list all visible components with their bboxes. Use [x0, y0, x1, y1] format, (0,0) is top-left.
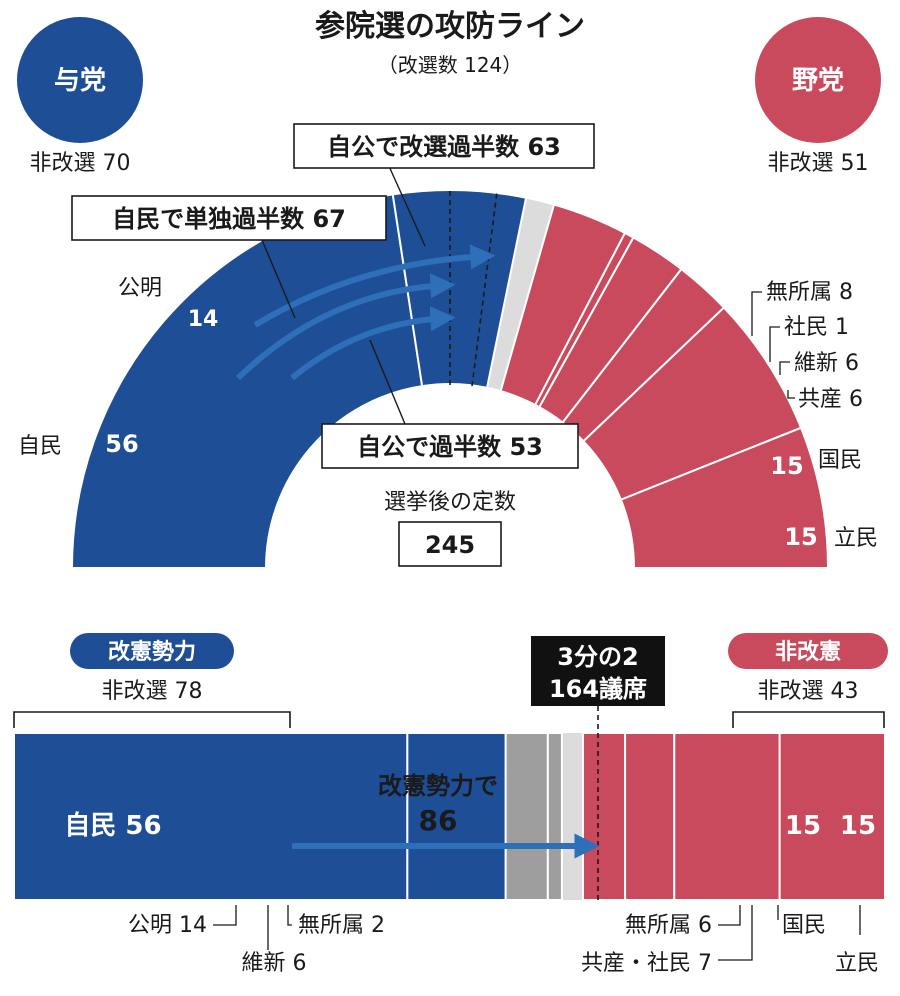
- arc-label-shamin: 社民 1: [784, 315, 849, 340]
- center-value-box: [398, 521, 502, 567]
- threshold-line1: 3分の2: [557, 643, 638, 671]
- bar-label-kyosan-shamin: 共産・社民 7: [581, 951, 712, 976]
- ruling-nonup-label: 非改選 70: [30, 151, 131, 176]
- bar-value-kokumin: 15: [785, 811, 821, 841]
- bar-label-kokumin: 国民: [782, 913, 826, 938]
- arc-leader-lines: [751, 291, 795, 399]
- bar-segment-kokumin: [673, 732, 781, 901]
- seat-arc: [70, 189, 830, 569]
- bar-segment-jimin: [13, 732, 409, 901]
- hikaiken-badge-label: 非改憲: [775, 639, 841, 665]
- bar-value-rikken: 15: [840, 811, 876, 841]
- threshold-box: [531, 636, 665, 706]
- callout-67: 自民で単独過半数 67: [71, 195, 387, 319]
- bar-segment-kyosan-shamin: [624, 732, 676, 901]
- hikaiken-badge: [728, 633, 888, 669]
- opposition-nonup-label: 非改選 51: [768, 151, 869, 176]
- callout-63: 自公で改選過半数 63: [293, 123, 595, 247]
- target-value: 86: [419, 804, 458, 837]
- bar-label-komei: 公明 14: [128, 913, 207, 938]
- ruling-badge-label: 与党: [54, 66, 106, 96]
- arrow-53: [290, 306, 456, 381]
- arc-value-jimin: 56: [105, 430, 138, 458]
- center-label: 選挙後の定数: [384, 490, 516, 515]
- seat-bar: [13, 732, 886, 901]
- arc-label-rikken: 立民: [834, 526, 878, 551]
- callout-63-label: 自公で改選過半数 63: [327, 133, 561, 161]
- arc-label-kyosan: 共産 6: [798, 387, 863, 412]
- bar-segment-mushozoku-right: [581, 732, 627, 901]
- callout-53: 自公で過半数 53: [321, 339, 579, 469]
- arc-label-jimin: 自民: [18, 434, 62, 459]
- bar-segment-komei: [406, 732, 507, 901]
- kaiken-badge-label: 改憲勢力: [108, 639, 196, 665]
- bar-segment-rikken: [778, 732, 886, 901]
- arc-segment-komei: [391, 189, 528, 389]
- arc-value-komei: 14: [188, 307, 219, 332]
- callout-67-label: 自民で単独過半数 67: [112, 205, 346, 233]
- threshold-63-line: [471, 191, 498, 387]
- hikaiken-nonup-label: 非改選 43: [758, 679, 859, 704]
- opposition-badge-circle: [755, 17, 881, 143]
- bar-label-jimin: 自民 56: [64, 810, 161, 841]
- arc-segment-rikken: [619, 426, 830, 569]
- hikaiken-bracket: [732, 711, 885, 728]
- kaiken-bracket: [13, 711, 291, 728]
- opposition-badge-label: 野党: [792, 66, 844, 96]
- bar-leader-lines: [213, 905, 861, 961]
- bar-label-mushozoku-right: 無所属 6: [625, 913, 712, 938]
- arc-value-kokumin: 15: [770, 452, 803, 480]
- threshold-line2: 164議席: [549, 675, 647, 703]
- chart-title: 参院選の攻防ライン: [315, 9, 585, 44]
- arc-label-kokumin: 国民: [818, 448, 862, 473]
- arrow-67: [235, 273, 456, 381]
- arc-value-rikken: 15: [784, 523, 817, 551]
- bar-segment-mushozoku: [546, 732, 563, 901]
- bar-label-mushozoku-left: 無所属 2: [298, 913, 385, 938]
- center-value: 245: [425, 531, 475, 559]
- arc-label-mushozoku: 無所属 8: [766, 280, 853, 305]
- arc-label-komei: 公明: [118, 276, 162, 301]
- bar-label-ishin: 維新 6: [242, 951, 307, 976]
- arc-segment-jimin: [70, 193, 424, 569]
- target-label: 改憲勢力で: [378, 772, 498, 800]
- arc-label-ishin: 維新 6: [794, 351, 859, 376]
- chart-subtitle: （改選数 124）: [378, 53, 523, 77]
- bar-segment-ishin: [504, 732, 549, 901]
- arrow-63: [253, 244, 496, 328]
- kaiken-nonup-label: 非改選 78: [102, 679, 203, 704]
- bar-label-rikken: 立民: [835, 951, 879, 976]
- kaiken-badge: [70, 633, 234, 669]
- ruling-badge-circle: [17, 17, 143, 143]
- callout-53-label: 自公で過半数 53: [357, 433, 543, 461]
